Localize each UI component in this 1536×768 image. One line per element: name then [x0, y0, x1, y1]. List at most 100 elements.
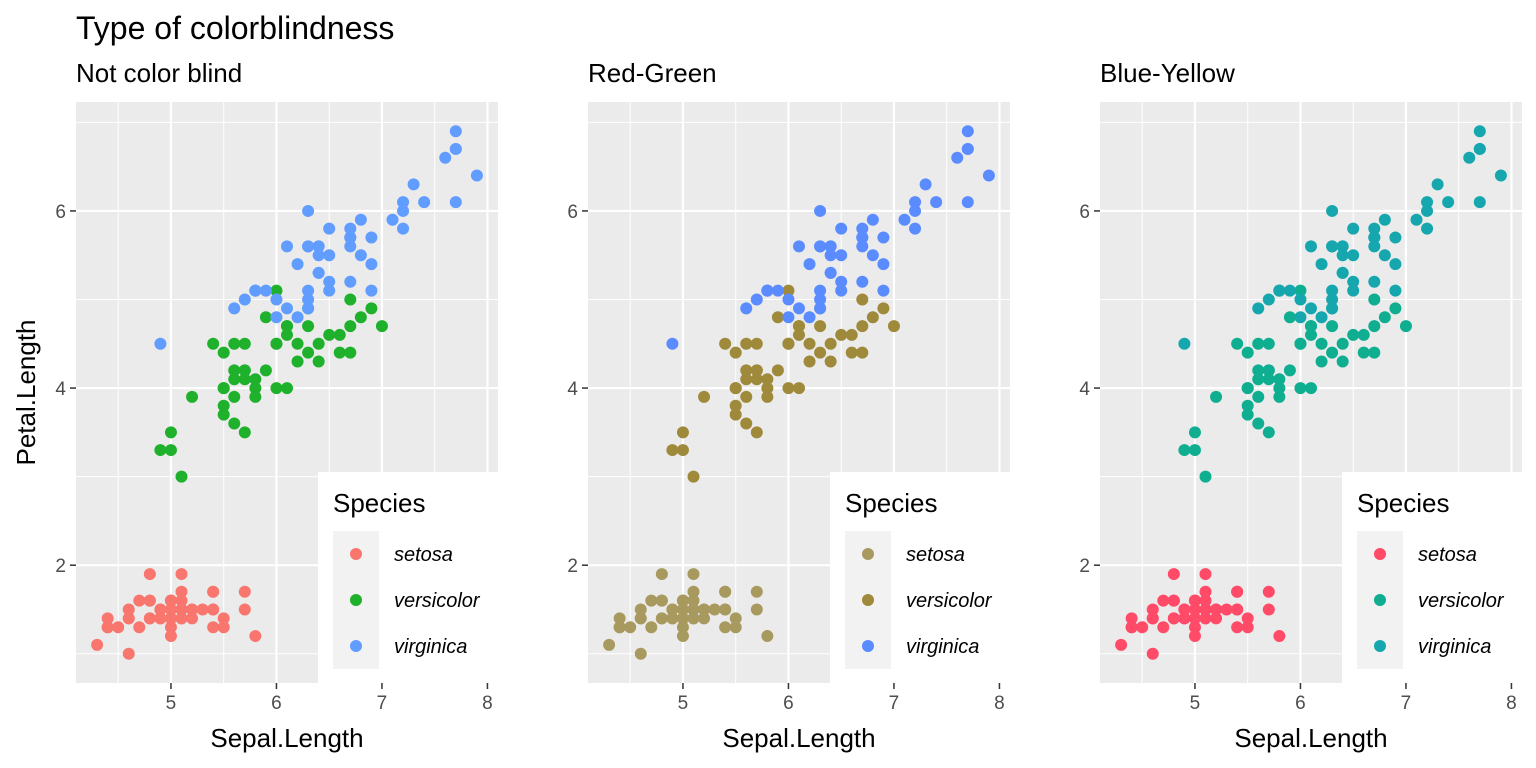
data-point-virginica [1473, 125, 1486, 138]
data-point-versicolor [750, 373, 763, 386]
data-point-virginica [877, 258, 890, 271]
data-point-virginica [365, 284, 378, 297]
panel-subtitle: Blue-Yellow [1100, 58, 1235, 88]
data-point-setosa [143, 568, 156, 581]
data-point-virginica [909, 222, 922, 235]
data-point-setosa [217, 621, 230, 634]
data-point-versicolor [270, 284, 283, 297]
data-point-setosa [143, 612, 156, 625]
data-point-virginica [1494, 169, 1507, 182]
data-point-virginica [1283, 284, 1296, 297]
data-point-setosa [655, 568, 668, 581]
legend-title: Species [1357, 488, 1450, 518]
data-point-virginica [1421, 196, 1434, 209]
data-point-setosa [613, 612, 626, 625]
data-point-versicolor [228, 373, 241, 386]
data-point-setosa [1241, 621, 1254, 634]
data-point-setosa [634, 612, 647, 625]
data-point-setosa [1231, 585, 1244, 598]
data-point-setosa [687, 603, 700, 616]
data-point-versicolor [771, 311, 784, 324]
data-point-setosa [1146, 603, 1159, 616]
data-point-versicolor [856, 293, 869, 306]
data-point-virginica [824, 249, 837, 262]
data-point-virginica [418, 196, 431, 209]
data-point-setosa [1136, 621, 1149, 634]
data-point-setosa [122, 612, 135, 625]
data-point-versicolor [1273, 390, 1286, 403]
data-point-setosa [1273, 630, 1286, 643]
data-point-versicolor [249, 382, 262, 395]
data-point-versicolor [344, 293, 357, 306]
data-point-versicolor [217, 382, 230, 395]
data-point-virginica [1305, 240, 1317, 253]
data-point-virginica [323, 222, 336, 235]
data-point-virginica [1305, 302, 1317, 315]
data-point-virginica [835, 249, 848, 262]
legend-label-versicolor: versicolor [906, 590, 993, 612]
data-point-versicolor [1241, 346, 1254, 359]
data-point-virginica [824, 240, 837, 253]
data-point-versicolor [344, 346, 357, 359]
data-point-setosa [164, 630, 177, 643]
data-point-setosa [1210, 603, 1223, 616]
data-point-versicolor [249, 373, 262, 386]
data-point-setosa [164, 594, 177, 607]
data-point-setosa [164, 612, 177, 625]
data-point-versicolor [1210, 390, 1223, 403]
data-point-versicolor [729, 408, 742, 421]
data-point-versicolor [729, 399, 742, 412]
data-point-versicolor [312, 337, 325, 350]
data-point-virginica [1473, 196, 1486, 209]
data-point-versicolor [729, 346, 742, 359]
data-point-setosa [729, 612, 742, 625]
data-point-setosa [687, 568, 700, 581]
legend-marker-setosa [350, 548, 362, 560]
data-point-virginica [1262, 293, 1275, 306]
data-point-virginica [856, 231, 869, 244]
data-point-virginica [1368, 275, 1381, 288]
data-point-virginica [961, 125, 974, 138]
data-point-setosa [676, 594, 689, 607]
x-tick-label: 5 [678, 693, 689, 714]
data-point-versicolor [1399, 320, 1412, 333]
data-point-versicolor [1252, 417, 1265, 430]
data-point-virginica [1347, 222, 1360, 235]
data-point-versicolor [1305, 382, 1317, 395]
legend-marker-setosa [1374, 548, 1386, 560]
data-point-setosa [729, 621, 742, 634]
data-point-virginica [312, 249, 325, 262]
data-point-virginica [1252, 302, 1265, 315]
data-point-versicolor [856, 320, 869, 333]
x-axis-title: Sepal.Length [210, 723, 363, 753]
data-point-versicolor [228, 390, 241, 403]
data-point-versicolor [856, 346, 869, 359]
data-point-virginica [1326, 284, 1339, 297]
data-point-setosa [761, 630, 774, 643]
data-point-virginica [1389, 258, 1402, 271]
data-point-versicolor [238, 373, 251, 386]
data-point-virginica [439, 151, 452, 164]
data-point-setosa [687, 585, 700, 598]
data-point-virginica [782, 293, 795, 306]
data-point-setosa [1188, 621, 1201, 634]
data-point-versicolor [1294, 284, 1307, 297]
data-point-setosa [133, 621, 146, 634]
data-point-setosa [624, 621, 637, 634]
legend-label-versicolor: versicolor [394, 590, 481, 612]
data-point-virginica [281, 240, 293, 253]
panel-1: Not color blind 5 6 7 8 2 4 6 Sepal.Length Petal.… [11, 58, 498, 753]
data-point-versicolor [845, 328, 858, 341]
legend-title: Species [333, 488, 426, 518]
data-point-virginica [1326, 293, 1339, 306]
data-point-versicolor [1357, 328, 1370, 341]
data-point-virginica [856, 275, 869, 288]
data-point-versicolor [824, 337, 837, 350]
x-tick-label: 8 [1506, 693, 1517, 714]
data-point-setosa [655, 612, 668, 625]
data-point-setosa [1167, 568, 1180, 581]
legend: Species setosa versicolor virginica [830, 472, 1010, 683]
data-point-versicolor [270, 382, 283, 395]
data-point-versicolor [676, 444, 689, 457]
legend-label-versicolor: versicolor [1418, 590, 1505, 612]
